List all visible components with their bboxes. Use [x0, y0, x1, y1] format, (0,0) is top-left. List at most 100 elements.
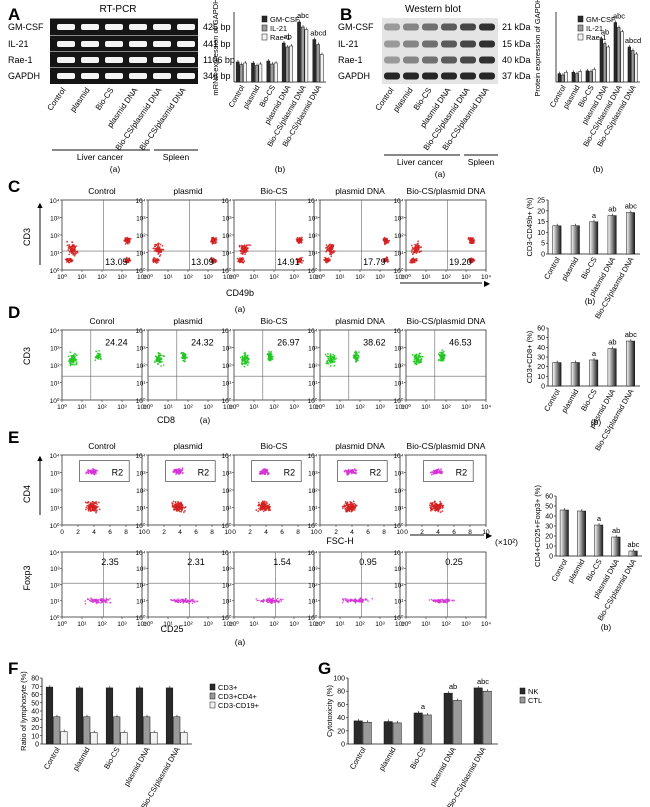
flow-event [239, 356, 242, 359]
x-tick-label: 10⁰ [57, 620, 67, 628]
flow-plot-frame [61, 454, 143, 526]
flow-event [367, 600, 369, 602]
legend-swatch [519, 696, 526, 704]
y-tick-label: 10¹ [50, 380, 60, 387]
flow-event [327, 352, 329, 355]
bar [235, 61, 240, 83]
x-tick-label: 10³ [289, 404, 299, 411]
flow-event [415, 361, 417, 363]
flow-event [243, 244, 246, 247]
flow-event [74, 363, 76, 366]
flow-event [244, 246, 246, 249]
y-tick-label: 10¹ [308, 599, 318, 606]
flow-event [172, 500, 175, 503]
gate-label: R2 [370, 467, 382, 477]
y-tick-label: 80 [337, 689, 345, 696]
flow-event [213, 242, 216, 245]
flow-event [92, 600, 94, 602]
x-tick-label: 10² [355, 404, 365, 411]
flow-event [412, 258, 415, 260]
bar [589, 359, 599, 387]
x-tick-label: 10⁴ [395, 274, 405, 281]
category-label: Control [42, 745, 62, 771]
significance-label: abc [625, 202, 637, 211]
c-y-arrow-icon: ▲ [36, 200, 45, 210]
flow-event [95, 501, 98, 504]
y-tick-label: 70 [31, 684, 39, 691]
flow-event [439, 354, 441, 357]
flow-event [158, 246, 161, 249]
flow-event [244, 353, 247, 356]
bar [571, 71, 575, 83]
y-tick-label: 10¹ [394, 599, 404, 606]
bar [90, 732, 98, 745]
flow-event [241, 363, 244, 366]
flow-event [468, 241, 471, 244]
y-tick-label: 10⁴ [393, 328, 403, 335]
flow-event [156, 363, 159, 365]
flow-plot-title: Control [88, 186, 116, 196]
flow-event [95, 470, 97, 473]
flow-event [353, 355, 355, 357]
flow-event [415, 244, 418, 247]
flow-event [96, 509, 98, 511]
category-label: Bio-CS [579, 388, 599, 413]
gel-band [129, 41, 147, 47]
x-tick-label: 10⁰ [57, 403, 67, 411]
x-tick-label: 10² [269, 274, 279, 281]
x-tick-label: 10³ [375, 621, 385, 628]
flow-event [154, 261, 157, 264]
gate-label: R2 [456, 467, 468, 477]
y-tick-label: 10¹ [222, 599, 232, 606]
y-tick-label: 10² [136, 363, 146, 370]
a-gene-label: Rae-1 [8, 55, 33, 65]
flow-event [471, 241, 474, 244]
flow-event [127, 261, 130, 264]
flow-event [247, 247, 249, 250]
y-tick-label: 10¹ [136, 599, 146, 606]
legend-label: CD3+ [218, 683, 238, 692]
y-tick-label: 10⁴ [135, 198, 145, 205]
x-tick-label: 10² [269, 621, 279, 628]
category-label: plasmid [566, 558, 587, 585]
y-tick-label: 20 [31, 725, 39, 732]
flow-event [265, 507, 268, 510]
flow-event [437, 359, 440, 362]
flow-event [129, 237, 132, 240]
x-tick-label: 6 [366, 529, 370, 536]
flow-event [161, 245, 164, 247]
flow-event [265, 471, 268, 473]
x-tick-label: 10¹ [335, 274, 345, 281]
bar [83, 716, 91, 745]
flow-event [414, 243, 416, 246]
flow-event [416, 360, 419, 362]
y-tick-label: 60 [31, 692, 39, 699]
flow-event [267, 506, 270, 509]
y-tick-label: 10² [308, 233, 318, 240]
legend-label: IL-21 [586, 24, 603, 33]
flow-event [88, 504, 90, 507]
y-tick-label: 10¹ [50, 250, 60, 257]
y-tick-label: 10⁴ [221, 550, 231, 557]
flow-event [242, 246, 244, 249]
flow-event [212, 258, 215, 261]
gate-label: R2 [284, 467, 296, 477]
x-tick-label: 10⁰ [315, 273, 325, 281]
flow-event [326, 360, 328, 363]
e-sub-a: (a) [235, 637, 246, 647]
flow-plot-frame [405, 329, 487, 401]
flow-event [430, 503, 433, 506]
flow-event [192, 600, 194, 602]
flow-event [387, 260, 389, 263]
flow-event [159, 360, 162, 363]
flow-event [236, 257, 239, 260]
y-tick-label: 10⁰ [394, 267, 404, 275]
gel-band [153, 24, 171, 30]
flow-event [326, 260, 329, 262]
flow-event [125, 256, 128, 259]
bar [45, 686, 54, 745]
flow-event [443, 355, 446, 358]
